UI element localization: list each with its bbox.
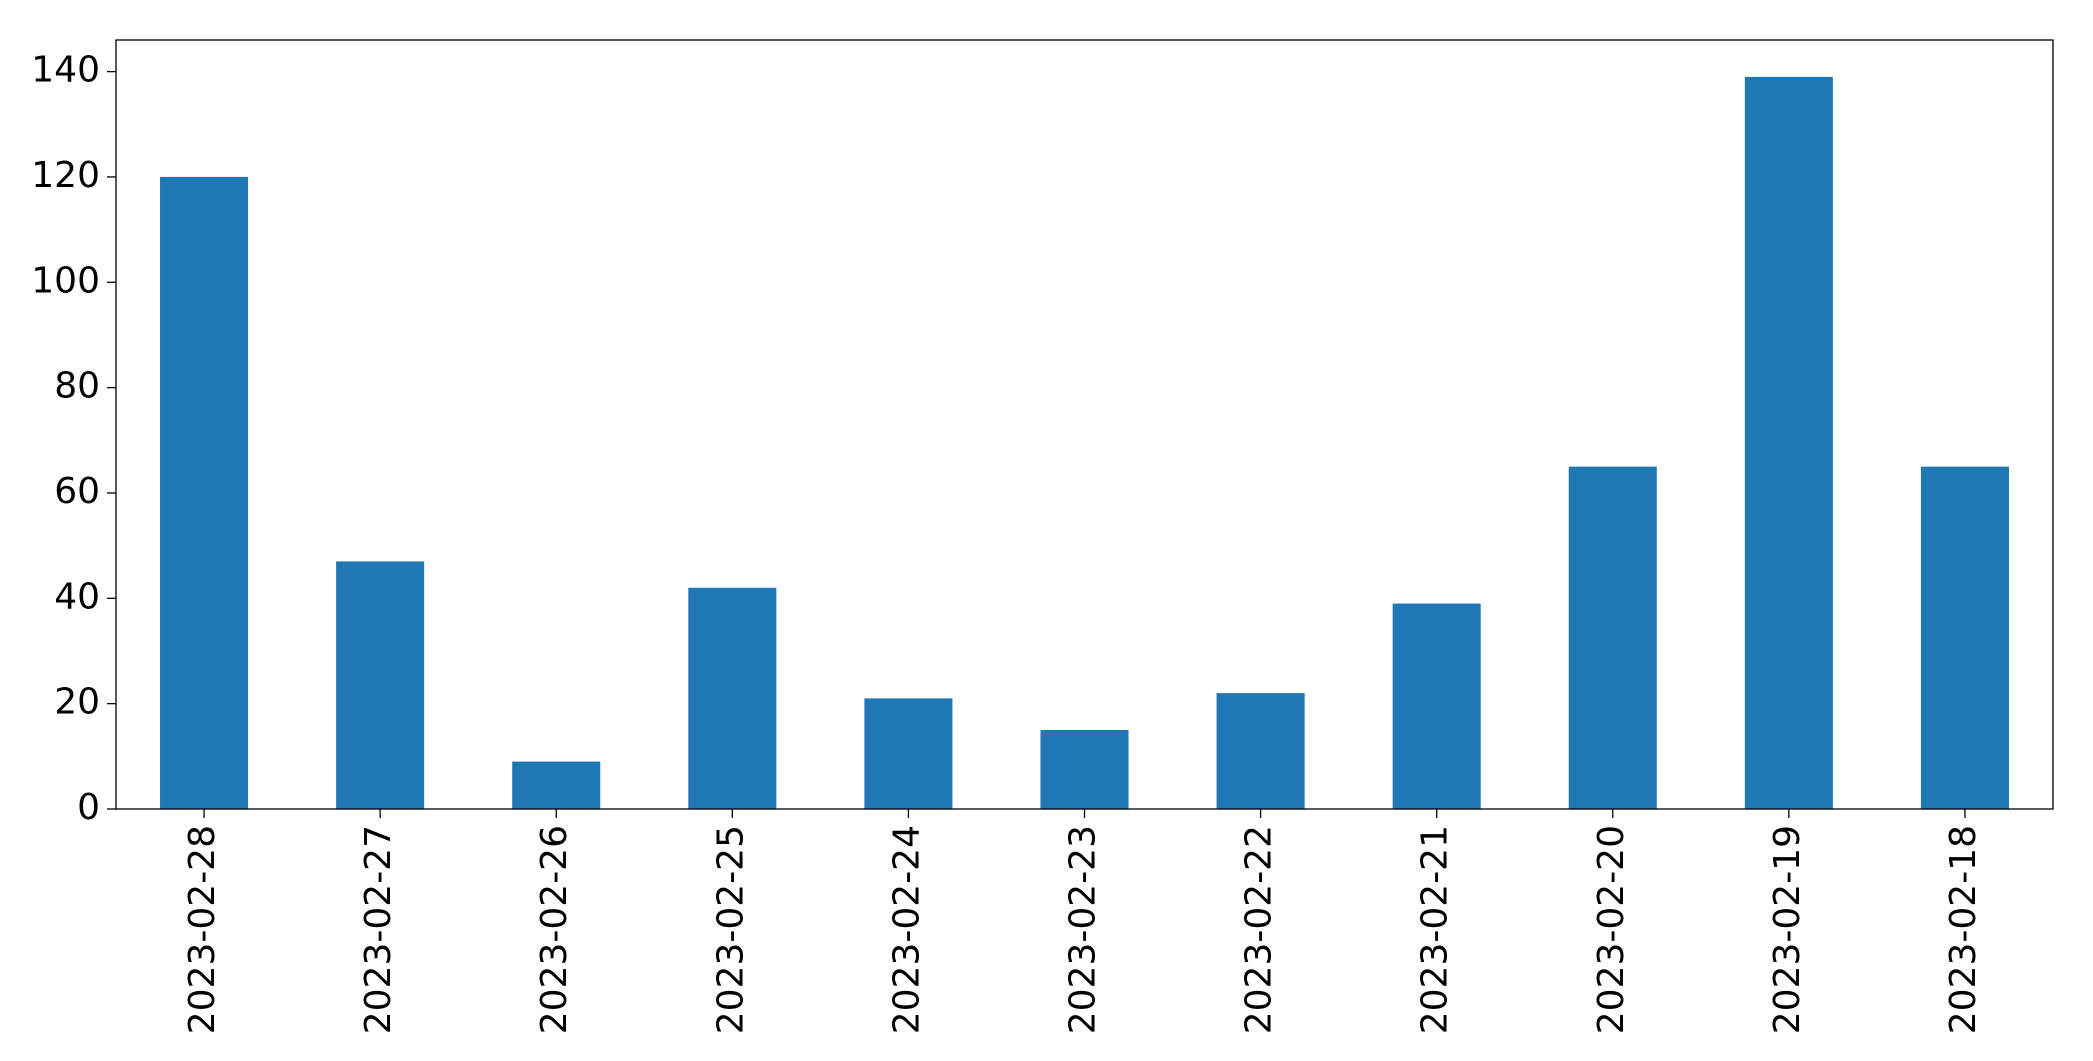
bar (336, 561, 425, 809)
x-tick-label: 2023-02-27 (358, 825, 399, 1034)
y-tick-label: 40 (54, 576, 100, 617)
bar (1392, 603, 1481, 809)
bar (160, 176, 249, 810)
plot-frame (115, 39, 2054, 810)
bar (1920, 466, 2009, 809)
y-tick-label: 20 (54, 682, 100, 723)
y-tick-label: 100 (31, 260, 100, 301)
bar (1744, 76, 1833, 809)
x-tick-label: 2023-02-26 (534, 825, 575, 1034)
y-tick-label: 120 (31, 155, 100, 196)
x-tick-label: 2023-02-19 (1767, 825, 1808, 1034)
x-tick-label: 2023-02-25 (710, 825, 751, 1034)
bar (688, 587, 777, 809)
bar (1568, 466, 1657, 809)
x-tick-label: 2023-02-20 (1591, 825, 1632, 1034)
y-tick-label: 0 (77, 787, 100, 828)
x-tick-label: 2023-02-18 (1943, 825, 1984, 1034)
bar (1216, 693, 1305, 809)
y-tick-label: 80 (54, 366, 100, 407)
bar (512, 761, 601, 809)
y-tick-label: 140 (31, 50, 100, 91)
x-tick-label: 2023-02-24 (886, 825, 927, 1034)
x-tick-label: 2023-02-22 (1239, 825, 1280, 1034)
x-tick-label: 2023-02-23 (1063, 825, 1104, 1034)
bar (864, 698, 953, 809)
x-tick-label: 2023-02-28 (182, 825, 223, 1034)
bar (1040, 729, 1129, 809)
y-tick-label: 60 (54, 471, 100, 512)
x-tick-label: 2023-02-21 (1415, 825, 1456, 1034)
